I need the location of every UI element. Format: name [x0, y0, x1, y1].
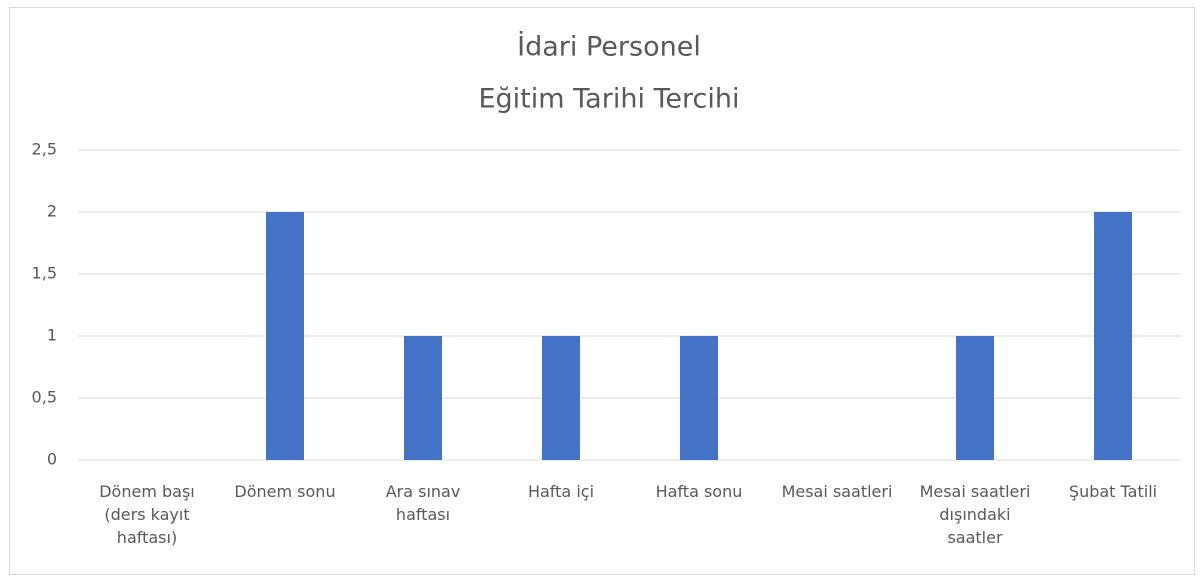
x-tick-label: Mesai saatleri dışındaki saatler [920, 482, 1031, 547]
y-tick-label: 1 [47, 326, 57, 345]
chart-border [9, 7, 1195, 575]
y-tick-label: 1,5 [32, 264, 57, 283]
bar [1094, 212, 1132, 460]
x-tick-label: Hafta sonu [656, 482, 743, 501]
chart-title: İdari Personel [517, 31, 701, 63]
y-tick-label: 0 [47, 450, 57, 469]
chart-subtitle: Eğitim Tarihi Tercihi [478, 84, 739, 115]
y-tick-label: 2,5 [32, 140, 57, 159]
bar [680, 336, 718, 460]
x-tick-label: Hafta içi [528, 482, 594, 501]
bar [542, 336, 580, 460]
y-tick-label: 0,5 [32, 388, 57, 407]
y-tick-label: 2 [47, 202, 57, 221]
bar [404, 336, 442, 460]
x-tick-label: Şubat Tatili [1069, 482, 1157, 501]
x-tick-label: Ara sınav haftası [386, 482, 461, 524]
x-tick-label: Mesai saatleri [782, 482, 893, 501]
bar [266, 212, 304, 460]
bar [956, 336, 994, 460]
x-tick-label: Dönem sonu [234, 482, 335, 501]
x-tick-label: Dönem başı (ders kayıt haftası) [99, 482, 195, 547]
